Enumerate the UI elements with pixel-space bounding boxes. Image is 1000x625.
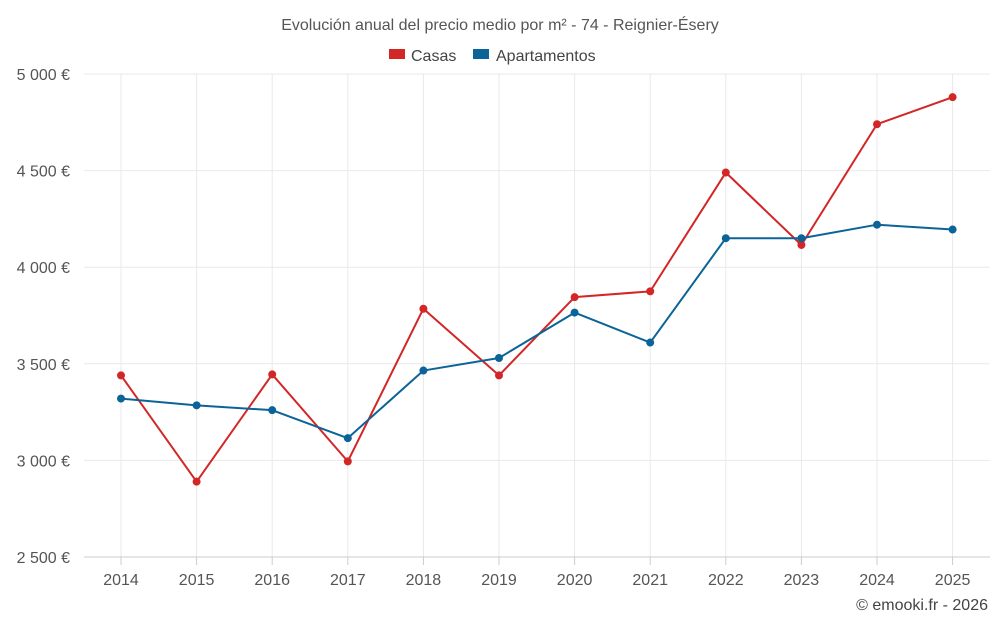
y-tick-label-3500: 3 500 €: [17, 357, 70, 374]
y-tick-label-5000: 5 000 €: [17, 67, 70, 84]
data-point-apartamentos-2025: [948, 225, 957, 234]
x-tick-label-2015: 2015: [179, 572, 215, 589]
x-tick-label-2022: 2022: [708, 572, 744, 589]
x-tick-label-2024: 2024: [859, 572, 895, 589]
x-tick-label-2025: 2025: [935, 572, 971, 589]
chart-title: Evolución anual del precio medio por m² …: [281, 15, 719, 34]
x-tick-label-2016: 2016: [254, 572, 290, 589]
x-tick-label-2023: 2023: [784, 572, 820, 589]
y-tick-label-3000: 3 000 €: [17, 453, 70, 470]
x-tick-label-2020: 2020: [557, 572, 593, 589]
data-point-casas-2017: [343, 457, 352, 466]
y-axis-ticks: 2 500 € 3 000 € 3 500 € 4 000 € 4 500 € 5 000…: [17, 67, 70, 567]
credit-text: © emooki.fr - 2026: [856, 597, 988, 614]
y-tick-label-4500: 4 500 €: [17, 164, 70, 181]
data-point-apartamentos-2021: [646, 338, 655, 347]
data-point-apartamentos-2018: [419, 366, 428, 375]
y-tick-label-2500: 2 500 €: [17, 550, 70, 567]
legend-swatch-apartamentos: [473, 49, 489, 59]
series-group: [117, 93, 957, 486]
data-point-apartamentos-2024: [873, 220, 881, 229]
series-line-apartamentos: [120, 223, 953, 440]
data-point-casas-2021: [646, 287, 655, 296]
data-point-apartamentos-2023: [797, 234, 806, 243]
legend-label-apartamentos[interactable]: Apartamentos: [496, 48, 596, 65]
data-point-apartamentos-2015: [192, 401, 201, 410]
data-point-apartamentos-2017: [343, 434, 352, 443]
x-axis-ticks: 2014 2015 2016 2017 2018 2019 2020 2021 2022 2023…: [103, 557, 970, 589]
data-point-casas-2022: [721, 168, 730, 177]
data-point-casas-2020: [570, 293, 579, 302]
data-point-apartamentos-2016: [268, 406, 277, 415]
data-point-casas-2019: [495, 371, 503, 380]
grid: [84, 73, 990, 557]
data-point-casas-2015: [192, 477, 201, 486]
x-tick-label-2019: 2019: [481, 572, 517, 589]
x-tick-label-2017: 2017: [330, 572, 366, 589]
data-point-casas-2014: [117, 371, 125, 380]
data-point-casas-2024: [873, 120, 881, 129]
data-point-apartamentos-2022: [721, 234, 730, 243]
legend: Casas Apartamentos: [389, 48, 596, 65]
legend-swatch-casas: [389, 49, 405, 59]
y-tick-label-4000: 4 000 €: [17, 260, 70, 277]
legend-label-casas[interactable]: Casas: [411, 48, 456, 65]
x-tick-label-2018: 2018: [406, 572, 442, 589]
data-point-casas-2016: [268, 370, 277, 379]
data-point-casas-2018: [419, 304, 428, 313]
data-point-apartamentos-2020: [570, 308, 579, 317]
x-tick-label-2014: 2014: [103, 572, 139, 589]
series-line-casas: [120, 96, 953, 483]
x-tick-label-2021: 2021: [632, 572, 668, 589]
data-point-casas-2023: [797, 240, 806, 249]
data-point-apartamentos-2019: [495, 354, 503, 363]
data-point-apartamentos-2014: [117, 394, 125, 403]
data-point-casas-2025: [948, 93, 957, 102]
